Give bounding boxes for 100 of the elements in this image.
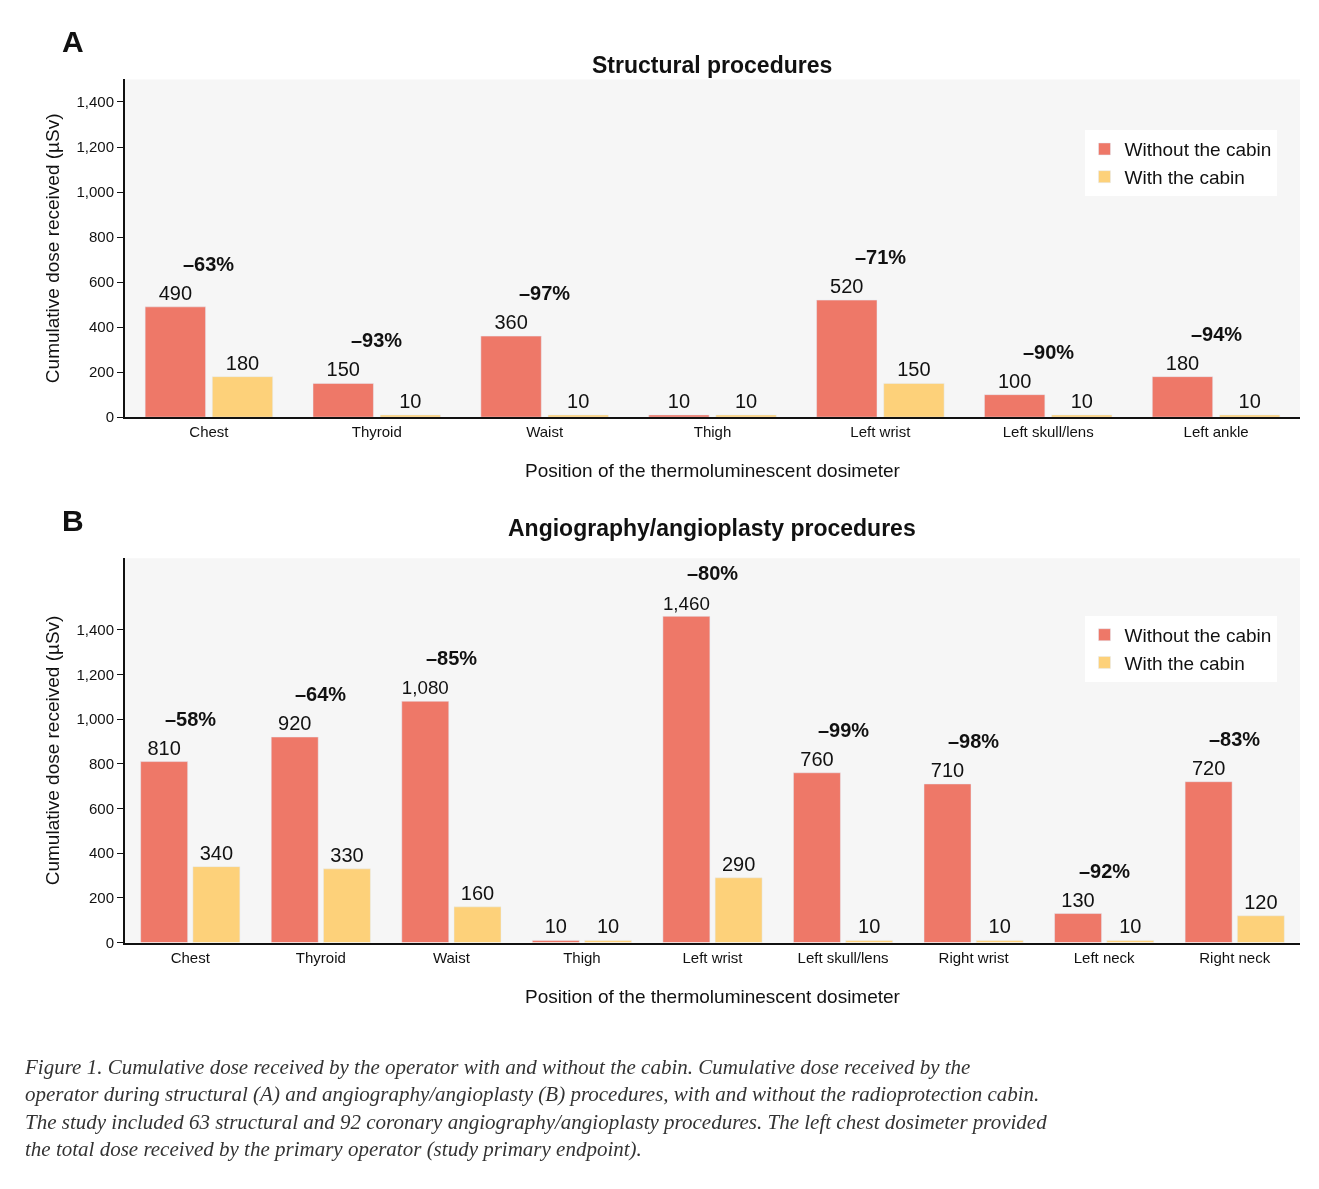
text: B xyxy=(62,504,84,537)
bar xyxy=(140,761,188,943)
legend-label: With the cabin xyxy=(1124,652,1245,674)
data-label: 720 xyxy=(1191,756,1226,779)
annotation: –92% xyxy=(1079,860,1131,882)
bar xyxy=(192,866,241,943)
x-tick-label: Thyroid xyxy=(351,423,402,441)
bar xyxy=(312,383,374,418)
data-label: 340 xyxy=(199,841,234,864)
bar xyxy=(883,383,945,418)
data-label: 1,460 xyxy=(662,592,710,614)
annotation: –71% xyxy=(855,246,907,268)
x-tick-label: Left skull/lens xyxy=(797,948,889,966)
annotation: –93% xyxy=(351,329,403,351)
data-label: 490 xyxy=(158,281,193,304)
data-label: 10 xyxy=(667,389,691,412)
bar xyxy=(1054,913,1102,943)
bar xyxy=(547,414,609,418)
annotation: –85% xyxy=(426,647,478,669)
y-tick-label: 1,200 xyxy=(76,665,114,683)
data-label: 290 xyxy=(721,852,756,875)
bar xyxy=(1152,376,1213,418)
data-label: 810 xyxy=(147,736,181,759)
y-tick-label: 1,000 xyxy=(76,183,114,201)
bar xyxy=(793,772,841,943)
x-tick-label: Thigh xyxy=(563,948,601,966)
data-label: 360 xyxy=(494,311,528,334)
annotation: –97% xyxy=(519,282,571,304)
legend-label: Without the cabin xyxy=(1124,139,1272,161)
y-tick-label: 400 xyxy=(88,318,114,336)
annotation: –90% xyxy=(1023,341,1075,363)
annotation: –98% xyxy=(948,730,1000,752)
data-label: 1,080 xyxy=(401,677,449,699)
legend-label: With the cabin xyxy=(1124,167,1245,189)
bar xyxy=(270,736,319,943)
y-tick-label: 600 xyxy=(88,273,114,291)
bar xyxy=(984,394,1046,418)
data-label: 920 xyxy=(278,712,312,735)
data-label: 10 xyxy=(567,389,590,412)
x-tick-label: Right wrist xyxy=(938,948,1010,966)
y-tick-label: 200 xyxy=(88,889,114,907)
data-label: 10 xyxy=(1119,915,1142,938)
data-label: 520 xyxy=(830,275,864,298)
data-label: 10 xyxy=(399,389,422,412)
x-tick-label: Waist xyxy=(432,948,471,966)
bar xyxy=(1219,414,1281,418)
y-axis-title: Cumulative dose received (µSv) xyxy=(41,113,63,384)
x-tick-label: Chest xyxy=(189,423,230,441)
bar xyxy=(144,306,206,418)
caption: Figure 1. Cumulative dose received by the operator with and without the cabin. Cumulative dose received by the operator during structural (A) and angiography/angioplasty (B) procedures, with and without the radioprotection cabin. The study included 63 structural and 92 coronary angiography/angioplasty procedures. The left chest dosimeter provided the total dose received by the primary operator (study primary endpoint). xyxy=(24,1055,1048,1161)
x-axis-title: Position of the thermoluminescent dosimeter xyxy=(525,985,901,1007)
y-tick-label: 1,400 xyxy=(76,620,114,638)
data-label: 10 xyxy=(596,915,620,938)
x-tick-label: Left wrist xyxy=(850,423,912,441)
bar xyxy=(1051,414,1113,418)
y-tick-label: 600 xyxy=(88,799,114,817)
x-tick-label: Thyroid xyxy=(295,948,346,966)
data-label: 150 xyxy=(326,358,360,381)
y-tick-label: 0 xyxy=(105,408,114,426)
data-label: 10 xyxy=(1238,389,1261,412)
bar xyxy=(648,414,710,418)
annotation: –94% xyxy=(1191,323,1243,345)
x-tick-label: Chest xyxy=(170,948,211,966)
y-tick-label: 400 xyxy=(88,844,114,862)
annotation: –64% xyxy=(295,683,347,705)
y-axis-title: Cumulative dose received (µSv) xyxy=(41,615,63,886)
x-tick-label: Thigh xyxy=(693,423,732,441)
data-label: 710 xyxy=(930,758,965,781)
y-tick-label: 800 xyxy=(88,755,114,773)
data-label: 180 xyxy=(225,351,260,374)
bar xyxy=(662,616,711,943)
data-label: 150 xyxy=(897,358,931,381)
data-label: 10 xyxy=(858,915,881,938)
data-label: 100 xyxy=(997,369,1032,392)
chart-title: Structural procedures xyxy=(592,52,833,78)
bar xyxy=(1184,781,1233,943)
x-tick-label: Left skull/lens xyxy=(1002,423,1094,441)
data-label: 10 xyxy=(1070,389,1093,412)
x-tick-label: Waist xyxy=(526,423,564,441)
bar xyxy=(923,783,972,943)
data-label: 180 xyxy=(1165,351,1200,374)
x-tick-label: Left wrist xyxy=(682,948,744,966)
bar xyxy=(480,335,542,418)
data-label: 10 xyxy=(734,389,758,412)
x-tick-label: Left neck xyxy=(1073,948,1136,966)
x-tick-label: Left ankle xyxy=(1183,423,1249,441)
bar xyxy=(379,414,441,418)
bar xyxy=(453,906,502,943)
bar xyxy=(1237,915,1285,943)
y-tick-label: 800 xyxy=(88,228,114,246)
annotation: –99% xyxy=(818,719,870,741)
data-label: 130 xyxy=(1061,888,1095,911)
bar xyxy=(212,376,273,418)
legend-label: Without the cabin xyxy=(1124,625,1272,647)
bar xyxy=(323,868,371,943)
data-label: 120 xyxy=(1244,890,1278,913)
annotation: –63% xyxy=(183,253,235,275)
data-label: 760 xyxy=(800,747,834,770)
annotation: –83% xyxy=(1209,728,1261,750)
bar xyxy=(714,877,763,943)
